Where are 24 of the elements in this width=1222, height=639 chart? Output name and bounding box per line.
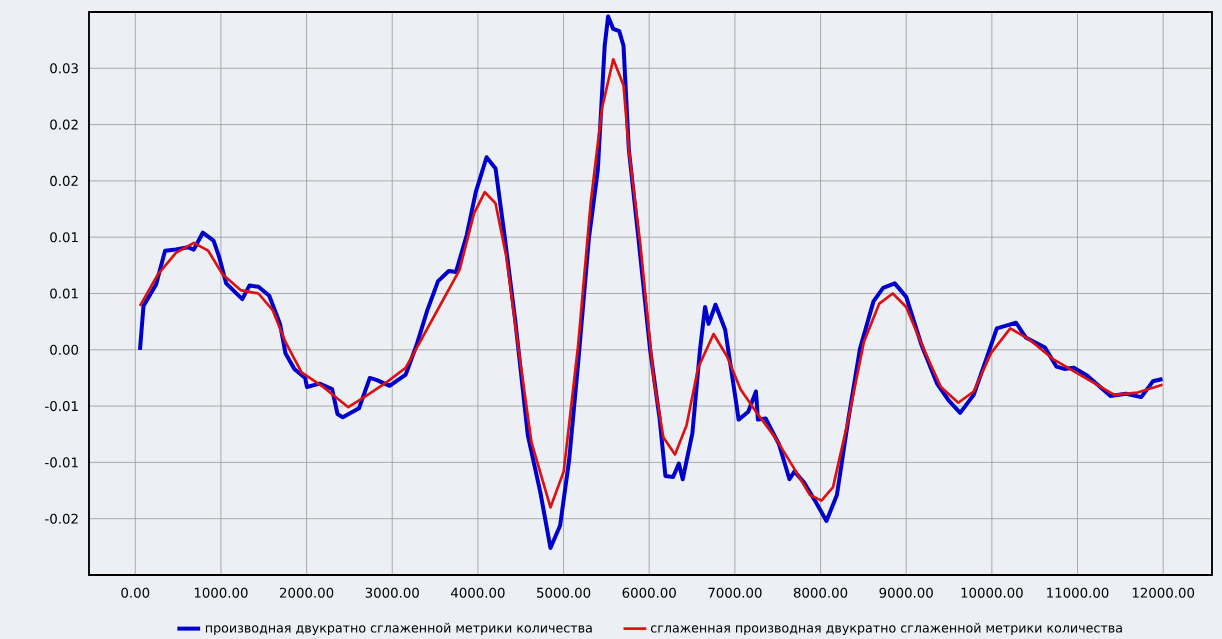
x-tick-label: 4000.00 bbox=[450, 587, 505, 598]
y-tick-label: 0.03 bbox=[50, 63, 78, 74]
x-tick-label: 5000.00 bbox=[537, 587, 591, 598]
x-tick-label: 11000.00 bbox=[1047, 587, 1109, 598]
x-tick-label: 12000.00 bbox=[1132, 587, 1195, 598]
y-tick-label: 0.02 bbox=[50, 175, 78, 186]
y-tick-label: 0.01 bbox=[50, 288, 78, 299]
x-tick-label: 10000.00 bbox=[961, 587, 1023, 598]
y-tick-label: -0.02 bbox=[45, 513, 78, 524]
y-tick-label: 0.02 bbox=[50, 119, 78, 130]
x-tick-label: 1000.00 bbox=[194, 587, 248, 598]
legend-label: сглаженная производная двукратно сглаженной метрики количества bbox=[650, 622, 1122, 636]
y-tick-label: 0.00 bbox=[50, 344, 79, 355]
x-tick-label: 8000.00 bbox=[793, 587, 848, 598]
y-tick-label: 0.01 bbox=[50, 232, 78, 243]
y-tick-label: -0.01 bbox=[45, 401, 78, 412]
x-tick-label: 6000.00 bbox=[622, 587, 676, 598]
x-tick-label: 9000.00 bbox=[879, 587, 933, 598]
x-tick-label: 3000.00 bbox=[365, 587, 419, 598]
x-tick-label: 7000.00 bbox=[708, 587, 762, 598]
x-tick-label: 2000.00 bbox=[280, 587, 334, 598]
legend-label: производная двукратно сглаженной метрики количества bbox=[205, 622, 592, 636]
x-tick-label: 0.00 bbox=[121, 587, 150, 598]
y-tick-label: -0.01 bbox=[45, 457, 78, 468]
